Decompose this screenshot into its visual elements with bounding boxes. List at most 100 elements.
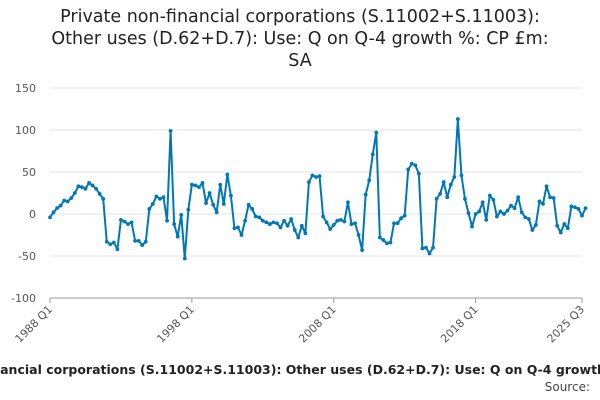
data-point[interactable] [544,184,549,189]
data-point[interactable] [353,221,357,226]
data-point[interactable] [583,206,588,211]
data-point[interactable] [218,182,223,187]
data-point[interactable] [505,208,510,213]
data-point[interactable] [328,227,333,232]
data-point[interactable] [161,195,166,200]
data-point[interactable] [363,192,368,197]
data-point[interactable] [346,200,350,205]
data-point[interactable] [239,233,244,237]
data-point[interactable] [424,245,428,250]
data-point[interactable] [108,242,113,247]
data-point[interactable] [370,152,375,157]
data-point[interactable] [87,181,91,185]
data-point[interactable] [537,199,542,204]
data-point[interactable] [409,161,414,166]
data-point[interactable] [72,191,77,195]
data-point[interactable] [470,224,474,229]
data-point[interactable] [395,221,400,226]
data-point[interactable] [388,240,393,245]
data-point[interactable] [558,230,563,235]
data-point[interactable] [576,207,581,211]
data-point[interactable] [264,220,269,225]
data-point[interactable] [136,238,141,243]
data-point[interactable] [225,172,230,177]
data-point[interactable] [374,130,379,135]
data-point[interactable] [459,173,464,178]
data-point[interactable] [236,225,240,230]
data-point[interactable] [76,184,81,189]
data-point[interactable] [385,241,389,246]
data-point[interactable] [314,175,318,179]
data-point[interactable] [200,181,205,185]
data-point[interactable] [448,182,453,187]
data-point[interactable] [317,174,322,179]
data-point[interactable] [480,200,485,205]
data-point[interactable] [392,221,396,226]
data-point[interactable] [186,207,191,212]
data-point[interactable] [338,217,343,222]
data-point[interactable] [48,215,52,220]
data-point[interactable] [197,185,201,190]
data-point[interactable] [80,185,84,190]
data-point[interactable] [207,191,212,195]
data-point[interactable] [466,211,471,216]
data-point[interactable] [473,212,478,216]
data-point[interactable] [285,223,290,228]
data-point[interactable] [257,215,262,220]
data-point[interactable] [452,175,457,179]
data-point[interactable] [101,196,106,201]
data-point[interactable] [250,207,255,211]
data-point[interactable] [122,219,127,224]
data-point[interactable] [438,191,443,196]
data-point[interactable] [193,183,198,188]
data-point[interactable] [548,195,552,200]
data-point[interactable] [189,182,194,187]
data-point[interactable] [356,233,361,237]
data-point[interactable] [214,210,219,215]
data-point[interactable] [502,212,506,216]
data-point[interactable] [402,213,407,218]
data-point[interactable] [533,223,538,227]
data-point[interactable] [381,238,386,242]
data-point[interactable] [360,248,365,253]
data-point[interactable] [221,202,226,206]
data-point[interactable] [147,207,152,211]
data-point[interactable] [512,206,517,211]
data-point[interactable] [487,193,492,198]
data-point[interactable] [97,191,102,196]
data-point[interactable] [253,214,258,219]
data-point[interactable] [342,219,347,224]
data-point[interactable] [165,218,169,223]
data-point[interactable] [562,222,567,226]
data-point[interactable] [182,256,187,261]
data-point[interactable] [179,212,184,217]
data-point[interactable] [367,178,372,183]
data-point[interactable] [55,206,59,211]
data-point[interactable] [484,217,489,222]
data-point[interactable] [463,196,467,201]
data-point[interactable] [292,228,297,232]
data-point[interactable] [551,196,556,200]
data-point[interactable] [303,231,308,236]
data-point[interactable] [335,218,340,223]
data-point[interactable] [104,239,109,244]
data-point[interactable] [406,167,411,172]
data-point[interactable] [119,217,123,222]
data-point[interactable] [420,246,425,251]
data-point[interactable] [299,223,304,228]
data-point[interactable] [150,202,155,206]
data-point[interactable] [282,218,286,223]
data-point[interactable] [509,203,513,208]
data-point[interactable] [228,193,233,198]
data-point[interactable] [154,194,159,199]
data-point[interactable] [580,213,584,218]
data-point[interactable] [555,223,560,228]
data-point[interactable] [65,199,70,204]
data-point[interactable] [565,226,570,231]
data-point[interactable] [175,234,180,239]
data-point[interactable] [377,235,382,240]
data-point[interactable] [140,243,145,247]
data-point[interactable] [569,204,574,209]
data-point[interactable] [172,222,177,226]
data-point[interactable] [445,195,450,200]
